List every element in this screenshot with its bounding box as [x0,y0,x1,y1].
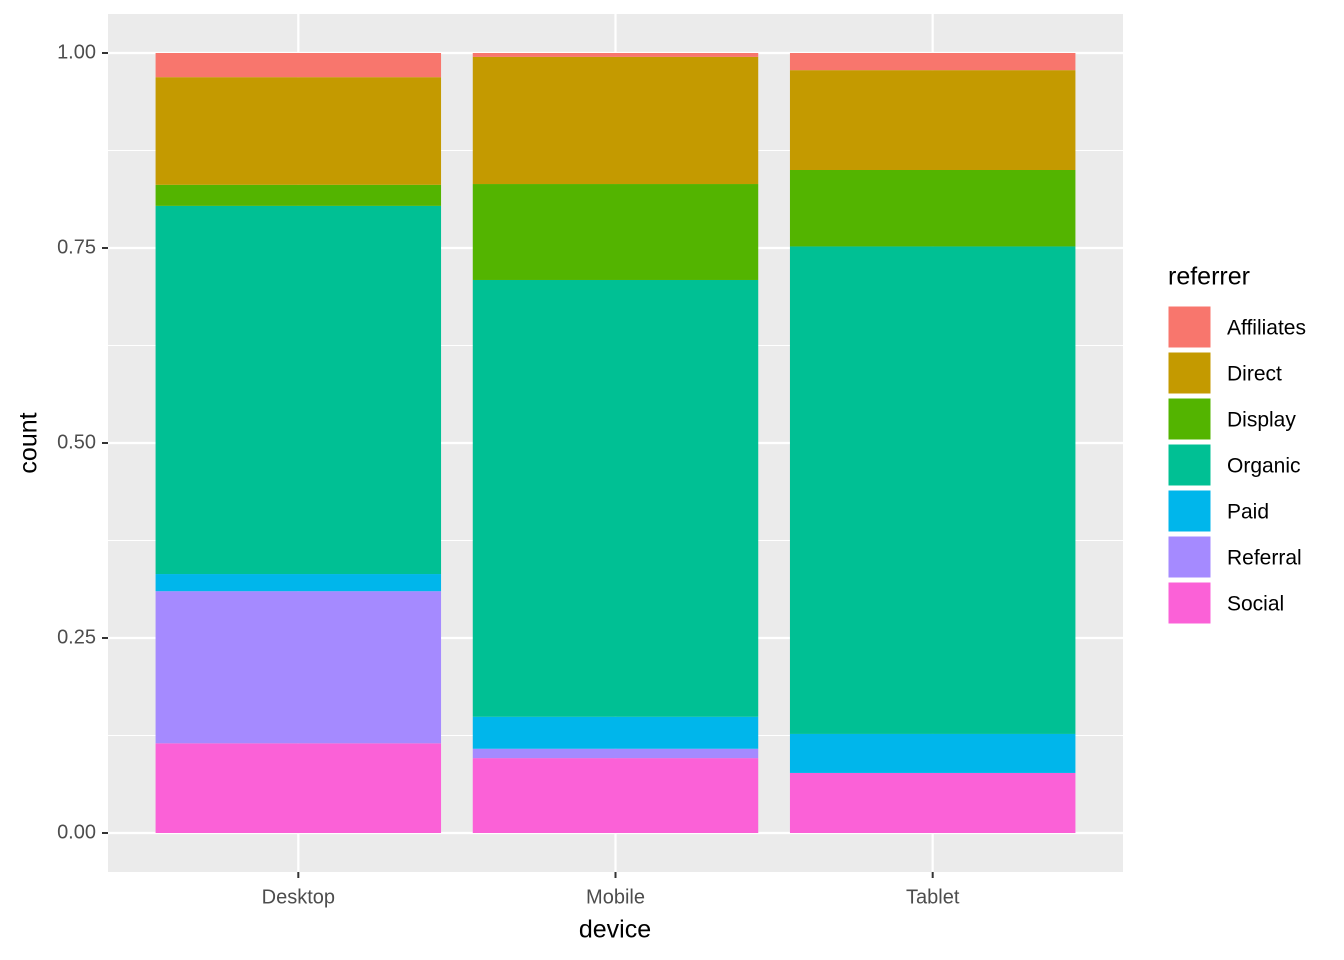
y-tick-label: 0.50 [57,431,96,453]
y-axis-title: count [15,412,43,473]
y-tick-label: 1.00 [57,41,96,63]
legend-title: referrer [1168,263,1250,291]
legend-label: Referral [1227,547,1302,570]
x-tick-label: Desktop [262,886,335,908]
legend-label: Affiliates [1227,317,1306,340]
y-tick-label: 0.75 [57,236,96,258]
bar-segment [789,53,1076,71]
bar-segment [789,246,1076,734]
legend-label: Direct [1227,363,1282,386]
bar-segment [789,70,1076,170]
bar-segment [472,56,759,185]
legend-label: Display [1227,409,1296,432]
bar-segment [472,716,759,749]
bar-segment [155,591,442,744]
bar-segment [789,170,1076,247]
bar-segment [155,574,442,592]
legend: Affiliates Direct Display Organic Paid Referr… [1167,305,1306,625]
legend-key [1167,489,1212,533]
legend-label: Paid [1227,501,1269,524]
legend-label: Organic [1227,455,1301,478]
bars [155,53,1076,833]
bar-segment [472,184,759,280]
bar-segment [155,53,442,78]
bar-segment [472,758,759,833]
legend-key [1167,351,1212,395]
bar-segment [472,279,759,717]
bar-segment [155,205,442,575]
legend-label: Social [1227,593,1284,616]
bar-segment [155,77,442,185]
y-tick-label: 0.25 [57,626,96,648]
x-axis-title: device [579,916,651,944]
x-tick-label: Mobile [586,886,645,908]
legend-key [1167,581,1212,625]
bar-segment [155,184,442,206]
y-tick-label: 0.00 [57,821,96,843]
axes: 0.00 0.25 0.50 0.75 1.00 Desktop Mobile Tablet [57,41,960,908]
legend-key [1167,397,1212,441]
legend-key [1167,305,1212,349]
x-tick-label: Tablet [906,886,960,908]
legend-key [1167,535,1212,579]
bar-segment [155,743,442,833]
legend-key [1167,443,1212,487]
bar-segment [789,733,1076,773]
bar-segment [472,53,759,57]
bar-segment [789,772,1076,833]
bar-segment [472,748,759,759]
